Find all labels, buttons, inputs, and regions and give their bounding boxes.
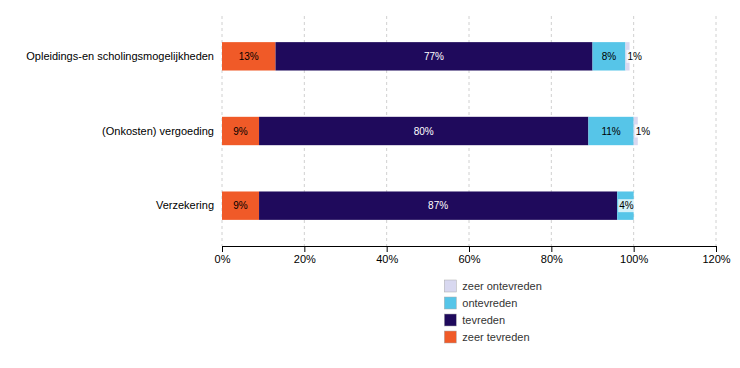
data-label-group: 1% bbox=[626, 50, 643, 63]
grid-line bbox=[716, 16, 717, 246]
legend-label: tevreden bbox=[462, 314, 505, 326]
data-label-group: 8% bbox=[602, 51, 617, 62]
x-tick-mark bbox=[551, 246, 552, 252]
data-label-group: 80% bbox=[414, 126, 434, 137]
bar bbox=[259, 191, 617, 219]
legend-item: tevreden bbox=[444, 314, 505, 326]
data-label: 1% bbox=[627, 51, 642, 62]
chart: 0% 20% 40% 60% 80% 100% 120% Verzekering (Onkost… bbox=[0, 0, 740, 368]
bar-series bbox=[259, 42, 617, 220]
data-label-group: 9% bbox=[233, 200, 248, 211]
bar bbox=[222, 191, 259, 219]
legend-item: zeer ontevreden bbox=[444, 280, 542, 292]
data-label-group: 87% bbox=[428, 200, 448, 211]
legend-item: ontevreden bbox=[444, 297, 517, 309]
bar-series bbox=[588, 42, 633, 220]
bar bbox=[222, 42, 276, 70]
data-label: 1% bbox=[636, 126, 651, 137]
x-tick-label: 20% bbox=[294, 253, 316, 265]
y-tick: Verzekering bbox=[156, 199, 214, 211]
x-tick-mark bbox=[387, 246, 388, 252]
data-label: 80% bbox=[414, 126, 434, 137]
bar bbox=[588, 117, 633, 145]
y-tick: Opleidings-en scholingsmogelijkheden bbox=[26, 50, 214, 62]
data-label-group: 4% bbox=[618, 199, 635, 212]
x-tick-label: 80% bbox=[541, 253, 563, 265]
data-label: 9% bbox=[233, 200, 248, 211]
legend: zeer ontevreden ontevreden tevreden zeer te… bbox=[444, 280, 542, 343]
data-label: 87% bbox=[428, 200, 448, 211]
data-label-group: 13% bbox=[239, 51, 259, 62]
x-axis: 0% 20% 40% 60% 80% 100% 120% bbox=[215, 246, 731, 265]
data-label-group: 1% bbox=[635, 125, 652, 138]
bar bbox=[276, 42, 593, 70]
data-label-background bbox=[618, 199, 635, 212]
y-tick: (Onkosten) vergoeding bbox=[102, 125, 214, 137]
legend-label: zeer ontevreden bbox=[462, 280, 542, 292]
x-tick: 20% bbox=[294, 246, 316, 265]
plot: 0% 20% 40% 60% 80% 100% 120% Verzekering (Onkost… bbox=[26, 16, 731, 265]
legend-label: ontevreden bbox=[462, 297, 517, 309]
legend-swatch bbox=[444, 280, 456, 292]
y-axis: Verzekering (Onkosten) vergoeding Opleidin… bbox=[26, 50, 214, 211]
x-tick: 0% bbox=[215, 246, 231, 265]
bar bbox=[259, 117, 588, 145]
legend-swatch bbox=[444, 331, 456, 343]
x-tick-mark bbox=[469, 246, 470, 252]
data-label: 8% bbox=[602, 51, 617, 62]
legend-swatch bbox=[444, 297, 456, 309]
data-label-background bbox=[626, 50, 643, 63]
x-tick: 120% bbox=[702, 246, 730, 265]
legend-label: zeer tevreden bbox=[462, 331, 529, 343]
grid bbox=[222, 16, 716, 246]
y-tick-label: Opleidings-en scholingsmogelijkheden bbox=[26, 50, 214, 62]
x-tick-label: 120% bbox=[702, 253, 730, 265]
legend-item: zeer tevreden bbox=[444, 331, 529, 343]
bar bbox=[222, 117, 259, 145]
data-label: 77% bbox=[424, 51, 444, 62]
data-label: 13% bbox=[239, 51, 259, 62]
x-tick: 100% bbox=[620, 246, 648, 265]
x-tick-mark bbox=[304, 246, 305, 252]
data-label: 9% bbox=[233, 126, 248, 137]
x-tick-mark bbox=[634, 246, 635, 252]
x-tick-mark bbox=[716, 246, 717, 252]
x-tick-label: 60% bbox=[458, 253, 480, 265]
bar bbox=[617, 191, 633, 219]
data-label-group: 77% bbox=[424, 51, 444, 62]
x-tick-label: 0% bbox=[215, 253, 231, 265]
data-label-group: 9% bbox=[233, 126, 248, 137]
data-labels: 9% 9% 13% 87% 80% 77% 4% 11% 8% 1% 1% bbox=[233, 50, 651, 212]
x-tick: 60% bbox=[458, 246, 480, 265]
legend-swatch bbox=[444, 314, 456, 326]
x-tick-label: 40% bbox=[376, 253, 398, 265]
data-label: 11% bbox=[601, 126, 620, 137]
x-tick-label: 100% bbox=[620, 253, 648, 265]
data-label-background bbox=[635, 125, 652, 138]
data-label: 4% bbox=[619, 200, 634, 211]
x-tick-mark bbox=[222, 246, 223, 252]
x-tick: 80% bbox=[541, 246, 563, 265]
y-tick-label: (Onkosten) vergoeding bbox=[102, 125, 214, 137]
bar bbox=[593, 42, 626, 70]
bars bbox=[222, 42, 638, 220]
y-tick-label: Verzekering bbox=[156, 199, 214, 211]
data-label-group: 11% bbox=[601, 126, 620, 137]
x-tick: 40% bbox=[376, 246, 398, 265]
x-axis-line bbox=[223, 247, 717, 253]
